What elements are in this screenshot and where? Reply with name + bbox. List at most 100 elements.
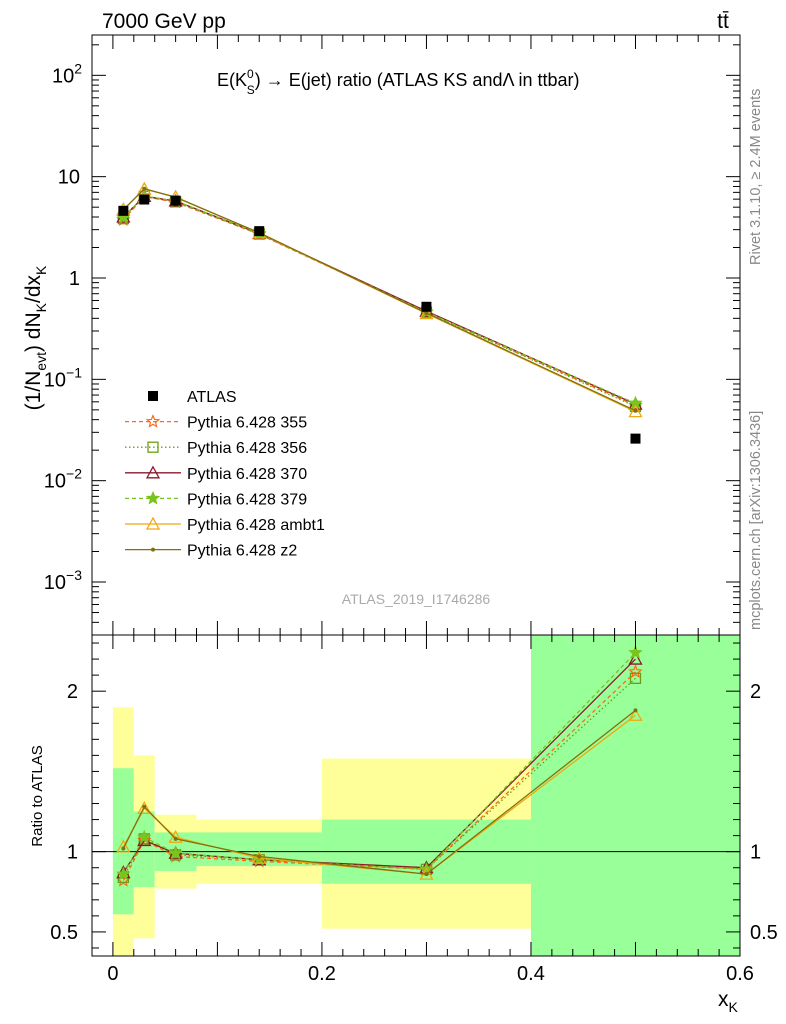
x-tick-label: 0.2	[308, 963, 336, 985]
series-point	[628, 398, 643, 412]
ratio-x-axis: 0 0.2 0.4 0.6	[107, 635, 754, 985]
plot-title-main: E(K	[217, 70, 247, 90]
ratio-series-point	[116, 873, 131, 887]
legend-marker	[145, 516, 161, 530]
ratio-frame	[91, 634, 741, 957]
ratio-series-point	[142, 804, 147, 809]
main-y-tick-label: 10−2	[44, 466, 82, 493]
series-point	[142, 186, 147, 191]
ratio-series-line	[122, 671, 636, 881]
ratio-series-line	[122, 652, 636, 875]
main-y-label: (1/Nevt) dNK/dxK	[22, 265, 49, 410]
x-tick-label: 0	[107, 963, 118, 985]
ratio-series-point	[628, 664, 643, 679]
x-tick-label: 0.6	[726, 963, 754, 985]
ratio-series-point	[168, 829, 183, 843]
ratio-y-tick-label: 2	[67, 681, 78, 703]
ratio-y-tick-label-right: 1	[750, 842, 761, 864]
series-4	[116, 181, 643, 418]
stat-uncertainty-band	[530, 635, 740, 956]
data-point	[421, 301, 432, 312]
legend-label: Pythia 6.428 355	[187, 415, 307, 432]
x-axis-label: xK	[718, 988, 739, 1015]
ratio-series-point	[168, 845, 183, 860]
ylabel-a: (1/N	[22, 371, 45, 411]
ratio-series-point	[121, 846, 126, 851]
plot-title-sup: 0	[247, 67, 254, 81]
ratio-series-point	[137, 800, 152, 814]
main-panel: 10−3 10−2 10−1 1 10 102	[44, 34, 741, 636]
data-point	[254, 226, 265, 237]
main-x-ticks	[112, 35, 741, 635]
ratio-series-point	[173, 836, 178, 841]
ratio-series-line	[122, 709, 636, 875]
ylabel-b-sub: K	[33, 302, 49, 312]
data-point	[118, 205, 129, 216]
ratio-series-point	[257, 854, 262, 859]
ratio-series-point	[137, 832, 152, 847]
ratio-series-5	[121, 708, 638, 877]
series-3	[116, 188, 643, 410]
ratio-series-point	[116, 839, 131, 853]
data-point	[630, 433, 641, 444]
series-line	[122, 188, 636, 413]
ratio-series-point	[116, 866, 131, 881]
series-line	[122, 195, 636, 407]
mcplots-label: mcplots.cern.ch [arXiv:1306.3436]	[748, 411, 764, 630]
legend-label: Pythia 6.428 z2	[187, 543, 297, 560]
uncertainty-bands	[112, 635, 740, 956]
x-tick-label: 0.4	[517, 963, 545, 985]
legend-marker	[145, 490, 161, 505]
ratio-y-label: Ratio to ATLAS	[29, 745, 46, 846]
legend-marker	[145, 465, 161, 479]
legend-marker-atlas	[148, 391, 158, 401]
ratio-series-group	[116, 645, 643, 887]
series-point	[424, 311, 429, 316]
data-point	[170, 195, 181, 206]
ratio-series-point	[252, 850, 267, 864]
legend-label-atlas: ATLAS	[187, 389, 237, 406]
series-point	[628, 404, 643, 418]
legend-marker	[147, 441, 159, 453]
series-point	[633, 408, 638, 413]
ratio-y-tick-label-right: 2	[750, 681, 761, 703]
ratio-series-point	[633, 708, 638, 713]
main-series-group	[116, 181, 643, 418]
ylabel-a-sub: evt	[33, 352, 49, 371]
series-line	[122, 195, 636, 404]
main-y-axis: 10−3 10−2 10−1 1 10 102	[44, 44, 740, 636]
legend-marker	[151, 547, 155, 552]
process-label: tt̄	[717, 10, 729, 33]
xlabel-main: x	[718, 988, 729, 1011]
ratio-panel: 0.5 0.5 1 1 2 2 0 0.2 0.4 0.6	[50, 634, 778, 985]
ratio-y-tick-label-right: 0.5	[750, 922, 778, 944]
ylabel-b: ) dN	[22, 312, 45, 352]
xlabel-sub: K	[729, 999, 739, 1015]
rivet-label: Rivet 3.1.10, ≥ 2.4M events	[748, 89, 764, 265]
ratio-series-point	[252, 852, 267, 866]
main-y-tick-label: 10	[58, 167, 80, 189]
series-line	[122, 195, 636, 405]
legend-marker	[145, 414, 161, 428]
ratio-series-point	[424, 872, 429, 877]
series-point	[419, 306, 434, 320]
main-y-tick-label: 10−3	[44, 567, 82, 594]
main-y-tick-label: 1	[69, 268, 80, 290]
ylabel-c-sub: K	[33, 265, 49, 275]
legend-label: Pythia 6.428 356	[187, 440, 307, 457]
ratio-series-point	[628, 645, 643, 659]
analysis-watermark: ATLAS_2019_I1746286	[342, 591, 491, 607]
legend: ATLAS Pythia 6.428 355 Pythia 6.428 356 Pyt…	[125, 389, 325, 560]
series-1	[117, 190, 642, 413]
ylabel-c: /dx	[22, 274, 45, 303]
plot-title-sub: S	[247, 83, 255, 97]
legend-label: Pythia 6.428 ambt1	[187, 517, 325, 534]
ratio-series-point	[628, 651, 643, 665]
energy-label: 7000 GeV pp	[102, 10, 226, 33]
ratio-y-axis: 0.5 0.5 1 1 2 2	[50, 642, 778, 949]
data-points-group	[118, 194, 641, 444]
legend-label: Pythia 6.428 379	[187, 491, 307, 508]
ratio-y-tick-label: 1	[67, 842, 78, 864]
ratio-series-point	[628, 707, 643, 721]
